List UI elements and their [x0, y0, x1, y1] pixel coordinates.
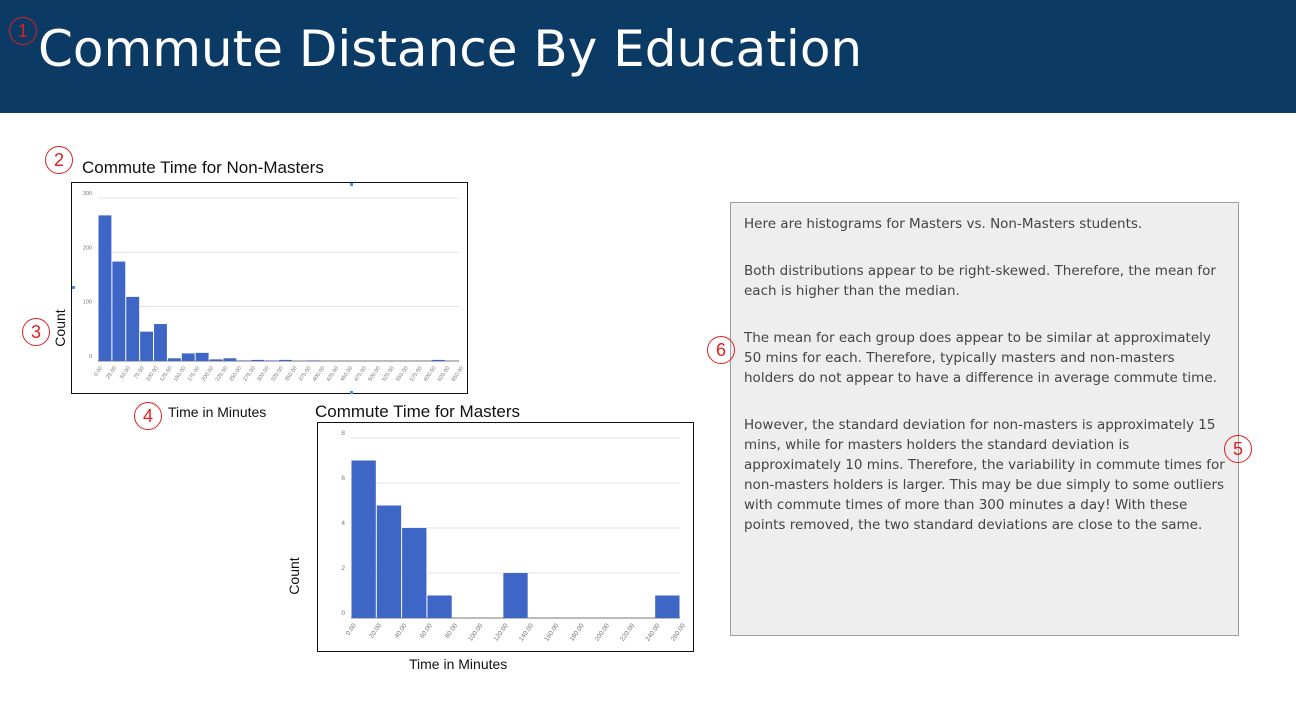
non-masters-x-tick-label: 350.00	[284, 366, 299, 383]
non-masters-bar[interactable]	[112, 261, 126, 361]
non-masters-x-tick-label: 425.00	[326, 366, 341, 383]
non-masters-bar[interactable]	[126, 296, 140, 361]
non-masters-y-axis-title: Count	[52, 309, 68, 347]
non-masters-bar[interactable]	[154, 324, 167, 361]
annotation-marker-5: 5	[1224, 435, 1252, 463]
annotation-marker-6: 6	[707, 336, 735, 364]
non-masters-x-tick-label: 550.00	[395, 366, 410, 383]
non-masters-x-tick-label: 450.00	[340, 366, 355, 383]
non-masters-histogram: 0 100 200 300 0.00 25.00 50.00 75.00 100.00 125.0…	[83, 191, 466, 383]
masters-x-tick-label: 260.00	[670, 622, 687, 643]
non-masters-x-tick-label: 200.00	[201, 366, 216, 383]
non-masters-x-tick-label: 300.00	[256, 366, 271, 383]
non-masters-x-tick-label: 225.00	[215, 366, 230, 383]
non-masters-x-tick-label: 600.00	[423, 366, 438, 383]
non-masters-bar[interactable]	[431, 359, 445, 361]
selection-handle[interactable]	[350, 183, 353, 186]
masters-x-tick-label: 140.00	[518, 622, 535, 643]
non-masters-x-tick-label: 175.00	[187, 366, 202, 383]
non-masters-x-tick-label: 125.00	[159, 366, 174, 383]
masters-bar[interactable]	[503, 573, 528, 618]
non-masters-x-tick-label: 275.00	[242, 366, 257, 383]
non-masters-x-tick-label: 650.00	[451, 366, 466, 383]
non-masters-x-tick-label: 25.00	[105, 366, 118, 381]
masters-bar[interactable]	[655, 595, 680, 619]
masters-y-tick-label: 6	[341, 475, 345, 482]
masters-x-axis-title: Time in Minutes	[409, 656, 508, 672]
masters-y-tick-label: 2	[341, 565, 345, 572]
masters-y-axis-title: Count	[286, 557, 302, 595]
non-masters-y-tick-label: 300	[83, 191, 92, 197]
non-masters-x-tick-label: 325.00	[270, 366, 285, 383]
page-title: Commute Distance By Education	[38, 20, 863, 78]
masters-chart-frame[interactable]: 0 2 4 6 8 0.00 20.00 40.00 60.00 80.00 100.00 120.0…	[317, 422, 694, 652]
non-masters-x-tick-label: 375.00	[298, 366, 313, 383]
non-masters-y-tick-label: 0	[89, 354, 92, 360]
masters-x-tick-label: 80.00	[444, 622, 459, 640]
masters-y-tick-label: 8	[341, 430, 345, 437]
selection-handle[interactable]	[350, 391, 353, 394]
non-masters-x-tick-label: 500.00	[367, 366, 382, 383]
non-masters-x-tick-label: 475.00	[354, 366, 369, 383]
masters-bar[interactable]	[351, 460, 376, 619]
non-masters-bar[interactable]	[209, 359, 223, 361]
masters-x-tick-label: 100.00	[467, 622, 484, 643]
annotation-marker-1: 1	[9, 17, 37, 45]
masters-x-tick-label: 200.00	[594, 622, 611, 643]
non-masters-x-tick-label: 150.00	[173, 366, 188, 383]
non-masters-x-tick-label: 0.00	[93, 366, 104, 378]
non-masters-bar[interactable]	[251, 359, 265, 361]
annotation-marker-3: 3	[22, 318, 50, 346]
annotation-marker-4: 4	[134, 402, 162, 430]
notes-paragraph-2: Both distributions appear to be right-sk…	[744, 263, 1216, 299]
masters-x-tick-label: 220.00	[619, 622, 636, 643]
non-masters-bar[interactable]	[237, 360, 251, 361]
notes-paragraph-3: The mean for each group does appear to b…	[744, 330, 1217, 386]
non-masters-x-tick-label: 50.00	[119, 366, 132, 381]
masters-bar[interactable]	[402, 528, 427, 618]
masters-x-tick-label: 0.00	[345, 622, 358, 637]
masters-chart-title: Commute Time for Masters	[315, 402, 520, 421]
non-masters-x-tick-label: 75.00	[133, 366, 146, 381]
non-masters-bar[interactable]	[98, 215, 112, 361]
non-masters-bar[interactable]	[265, 360, 278, 361]
non-masters-x-tick-label: 100.00	[145, 366, 160, 383]
masters-x-tick-label: 20.00	[368, 622, 383, 640]
annotation-marker-2: 2	[45, 146, 73, 174]
notes-paragraph-4: However, the standard deviation for non-…	[744, 417, 1225, 533]
non-masters-bar[interactable]	[279, 359, 292, 361]
non-masters-x-tick-label: 400.00	[312, 366, 327, 383]
non-masters-y-tick-label: 200	[83, 245, 92, 251]
non-masters-bar[interactable]	[195, 352, 209, 361]
masters-bar[interactable]	[427, 595, 452, 619]
masters-x-tick-label: 180.00	[569, 622, 586, 643]
notes-paragraph-1: Here are histograms for Masters vs. Non-…	[744, 216, 1143, 232]
non-masters-x-tick-label: 625.00	[437, 366, 452, 383]
masters-x-tick-label: 120.00	[493, 622, 510, 643]
non-masters-bar[interactable]	[181, 353, 195, 361]
non-masters-chart-title: Commute Time for Non-Masters	[82, 158, 324, 177]
masters-x-tick-label: 40.00	[393, 622, 408, 640]
masters-x-tick-label: 240.00	[644, 622, 661, 643]
non-masters-bar[interactable]	[306, 360, 320, 361]
non-masters-bar[interactable]	[167, 358, 181, 361]
non-masters-x-tick-label: 575.00	[409, 366, 424, 383]
masters-y-tick-label: 0	[341, 610, 345, 617]
non-masters-x-axis-title: Time in Minutes	[168, 404, 267, 420]
analysis-text-box[interactable]: Here are histograms for Masters vs. Non-…	[730, 202, 1239, 636]
title-bar: Commute Distance By Education	[0, 0, 1296, 113]
non-masters-bar[interactable]	[223, 358, 237, 361]
masters-bar[interactable]	[376, 505, 402, 619]
selection-handle[interactable]	[72, 286, 75, 289]
masters-y-tick-label: 4	[341, 520, 345, 527]
non-masters-bar[interactable]	[140, 331, 154, 361]
non-masters-x-tick-label: 525.00	[381, 366, 396, 383]
non-masters-chart-frame[interactable]: 0 100 200 300 0.00 25.00 50.00 75.00 100.00 125.0…	[71, 182, 468, 394]
non-masters-y-tick-label: 100	[83, 300, 92, 306]
masters-x-tick-label: 160.00	[543, 622, 560, 643]
masters-x-tick-label: 60.00	[419, 622, 434, 640]
non-masters-x-tick-label: 250.00	[229, 366, 244, 383]
